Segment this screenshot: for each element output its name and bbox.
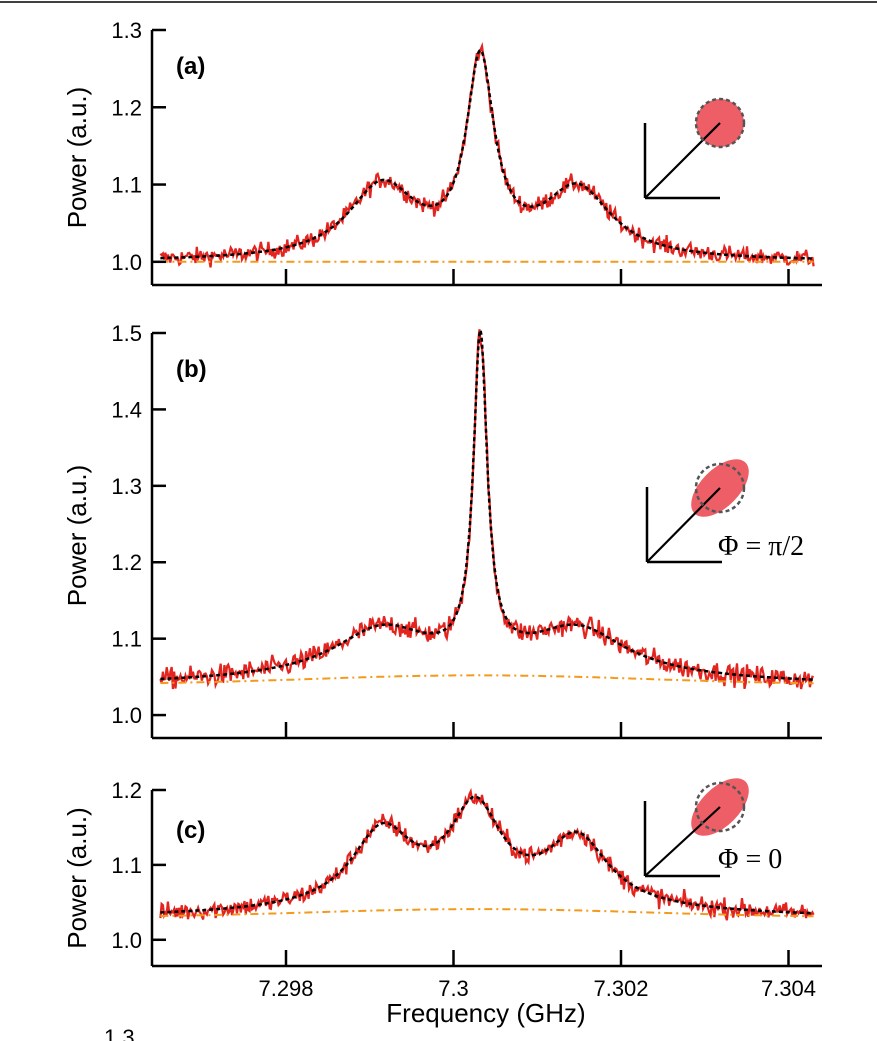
- x-tick-label: 7.3: [438, 976, 469, 1001]
- y-tick-label: 1.2: [111, 550, 142, 575]
- x-tick-label: 7.298: [258, 976, 313, 1001]
- panel-label: (c): [176, 817, 205, 844]
- panel-1: 1.0 1.1 1.2 1.3 Power (a.u.) (a): [62, 18, 822, 287]
- x-tick-label: 7.304: [761, 976, 816, 1001]
- vacuum-circle: [694, 462, 746, 514]
- y-tick-label: 1.0: [111, 703, 142, 728]
- panel-3: 1.0 1.1 1.2 7.298 7.3 7.302 7.304 Power (a.u.) (…: [62, 778, 822, 1001]
- y-tick-label: 1.4: [111, 397, 142, 422]
- background-line: [160, 908, 814, 918]
- phase-label: Φ = π/2: [718, 531, 804, 562]
- y-tick-label: 1.1: [111, 173, 142, 198]
- y-tick-label: 1.2: [111, 95, 142, 120]
- y-tick-label: 1.1: [111, 627, 142, 652]
- fit-line: [160, 48, 814, 260]
- fit-line: [160, 326, 814, 681]
- fit-line: [160, 795, 814, 915]
- phasor-line: [644, 122, 721, 199]
- y-tick-label: 1.3: [111, 474, 142, 499]
- x-tick-label: 7.302: [593, 976, 648, 1001]
- phasor-line: [646, 487, 721, 563]
- background-line: [160, 674, 814, 685]
- phase-inset: Φ = π/2: [645, 459, 804, 564]
- panel-label: (b): [176, 356, 207, 383]
- panel-2: 1.0 1.1 1.2 1.3 1.4 1.5 Power (a.u.) (b) Φ = π/2: [62, 321, 822, 740]
- y-tick-label: 1.1: [111, 853, 142, 878]
- y-axis-title: Power (a.u.): [62, 87, 92, 229]
- vacuum-circle: [694, 97, 746, 149]
- y-axis-title: Power (a.u.): [62, 807, 92, 949]
- y-tick-label: 1.0: [111, 250, 142, 275]
- x-axis-title: Frequency (GHz): [386, 998, 585, 1028]
- phase-inset: [643, 97, 746, 200]
- y-tick-label: 1.2: [111, 778, 142, 803]
- y-axis-title: Power (a.u.): [62, 465, 92, 607]
- vacuum-circle: [694, 781, 746, 833]
- y-tick-label: 1.5: [111, 321, 142, 346]
- phase-inset: Φ = 0: [643, 778, 782, 878]
- footer-fragment: 1.3: [104, 1025, 135, 1041]
- y-tick-label: 1.3: [111, 18, 142, 43]
- phasor-line: [644, 806, 721, 877]
- data-trace: [159, 41, 815, 268]
- y-tick-label: 1.0: [111, 928, 142, 953]
- phase-label: Φ = 0: [718, 844, 782, 875]
- panel-label: (a): [176, 53, 205, 80]
